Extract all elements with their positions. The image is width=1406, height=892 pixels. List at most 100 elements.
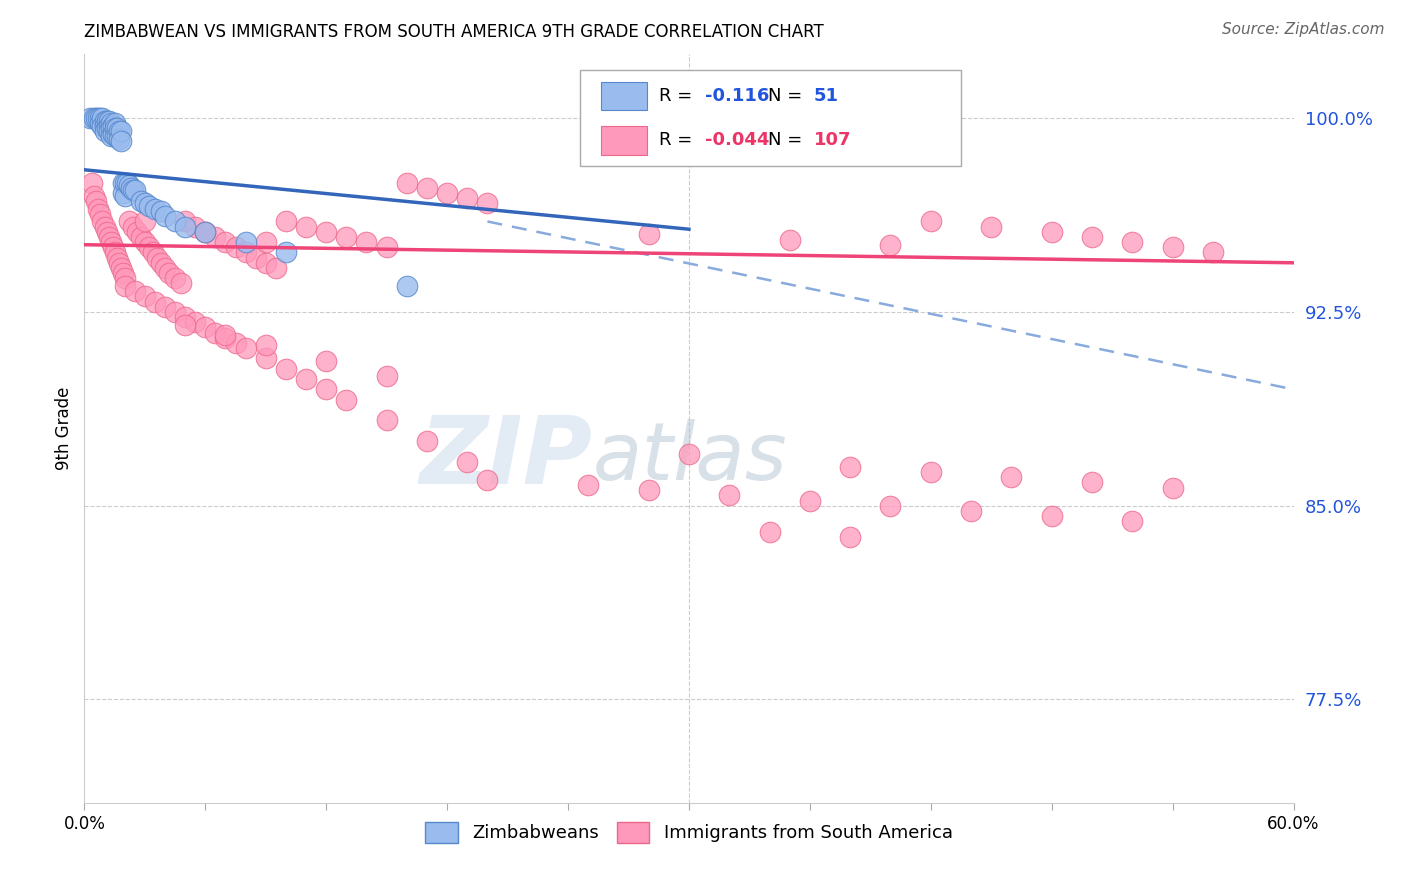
Point — [97, 124, 120, 138]
Point — [174, 318, 197, 332]
Point — [335, 392, 357, 407]
Point — [105, 129, 128, 144]
Point — [1161, 240, 1184, 254]
Point — [204, 326, 226, 340]
Point — [83, 188, 105, 202]
Point — [274, 361, 297, 376]
Point — [110, 124, 132, 138]
Bar — [600, 126, 647, 154]
Text: ZIMBABWEAN VS IMMIGRANTS FROM SOUTH AMERICA 9TH GRADE CORRELATION CHART: ZIMBABWEAN VS IMMIGRANTS FROM SOUTH AMER… — [84, 23, 824, 41]
Point — [1081, 230, 1104, 244]
Point — [637, 227, 659, 242]
Point — [416, 181, 439, 195]
Point — [118, 214, 141, 228]
Point — [82, 176, 104, 190]
Legend: Zimbabweans, Immigrants from South America: Zimbabweans, Immigrants from South Ameri… — [418, 814, 960, 850]
Text: 107: 107 — [814, 131, 851, 150]
Point — [100, 235, 122, 249]
Point — [477, 473, 499, 487]
Text: N =: N = — [768, 87, 801, 105]
Text: R =: R = — [659, 131, 692, 150]
Text: 51: 51 — [814, 87, 838, 105]
Point — [235, 341, 257, 355]
Point — [295, 372, 318, 386]
Point — [104, 121, 127, 136]
FancyBboxPatch shape — [581, 70, 962, 166]
Bar — [600, 82, 647, 111]
Point — [214, 235, 236, 249]
Point — [1161, 481, 1184, 495]
Point — [375, 369, 398, 384]
Point — [1081, 475, 1104, 490]
Point — [134, 235, 156, 249]
Point — [225, 335, 247, 350]
Point — [110, 260, 132, 275]
Point — [107, 256, 129, 270]
Point — [104, 245, 127, 260]
Text: R =: R = — [659, 87, 692, 105]
Point — [134, 289, 156, 303]
Point — [124, 284, 146, 298]
Point — [86, 111, 108, 125]
Point — [129, 230, 152, 244]
Point — [980, 219, 1002, 234]
Point — [194, 320, 217, 334]
Point — [758, 524, 780, 539]
Point — [96, 113, 118, 128]
Point — [105, 121, 128, 136]
Point — [165, 271, 187, 285]
Point — [456, 455, 478, 469]
Point — [1121, 235, 1143, 249]
Point — [375, 240, 398, 254]
Point — [107, 132, 129, 146]
Point — [194, 225, 217, 239]
Point — [170, 277, 193, 291]
Text: -0.044: -0.044 — [704, 131, 769, 150]
Point — [879, 237, 901, 252]
Point — [254, 338, 277, 352]
Point — [920, 465, 942, 479]
Point — [107, 124, 129, 138]
Point — [153, 260, 176, 275]
Point — [254, 256, 277, 270]
Point — [101, 127, 124, 141]
Point — [129, 194, 152, 208]
Point — [1000, 470, 1022, 484]
Point — [839, 530, 862, 544]
Text: atlas: atlas — [592, 419, 787, 497]
Point — [93, 219, 115, 234]
Point — [91, 214, 114, 228]
Point — [264, 260, 287, 275]
Point — [157, 266, 180, 280]
Point — [214, 328, 236, 343]
Point — [779, 233, 801, 247]
Point — [97, 119, 120, 133]
Point — [91, 119, 114, 133]
Point — [245, 251, 267, 265]
Point — [1121, 514, 1143, 528]
Point — [134, 196, 156, 211]
Point — [120, 181, 142, 195]
Point — [124, 184, 146, 198]
Point — [315, 354, 337, 368]
Text: ZIP: ZIP — [419, 412, 592, 504]
Point — [477, 196, 499, 211]
Point — [104, 129, 127, 144]
Point — [111, 176, 134, 190]
Point — [105, 251, 128, 265]
Point — [839, 459, 862, 474]
Point — [194, 225, 217, 239]
Point — [89, 207, 111, 221]
Point — [125, 225, 148, 239]
Point — [165, 214, 187, 228]
Point — [138, 240, 160, 254]
Point — [235, 235, 257, 249]
Point — [111, 266, 134, 280]
Point — [91, 111, 114, 125]
Point — [960, 504, 983, 518]
Point — [87, 111, 110, 125]
Point — [121, 184, 143, 198]
Point — [254, 351, 277, 366]
Point — [274, 214, 297, 228]
Point — [315, 383, 337, 397]
